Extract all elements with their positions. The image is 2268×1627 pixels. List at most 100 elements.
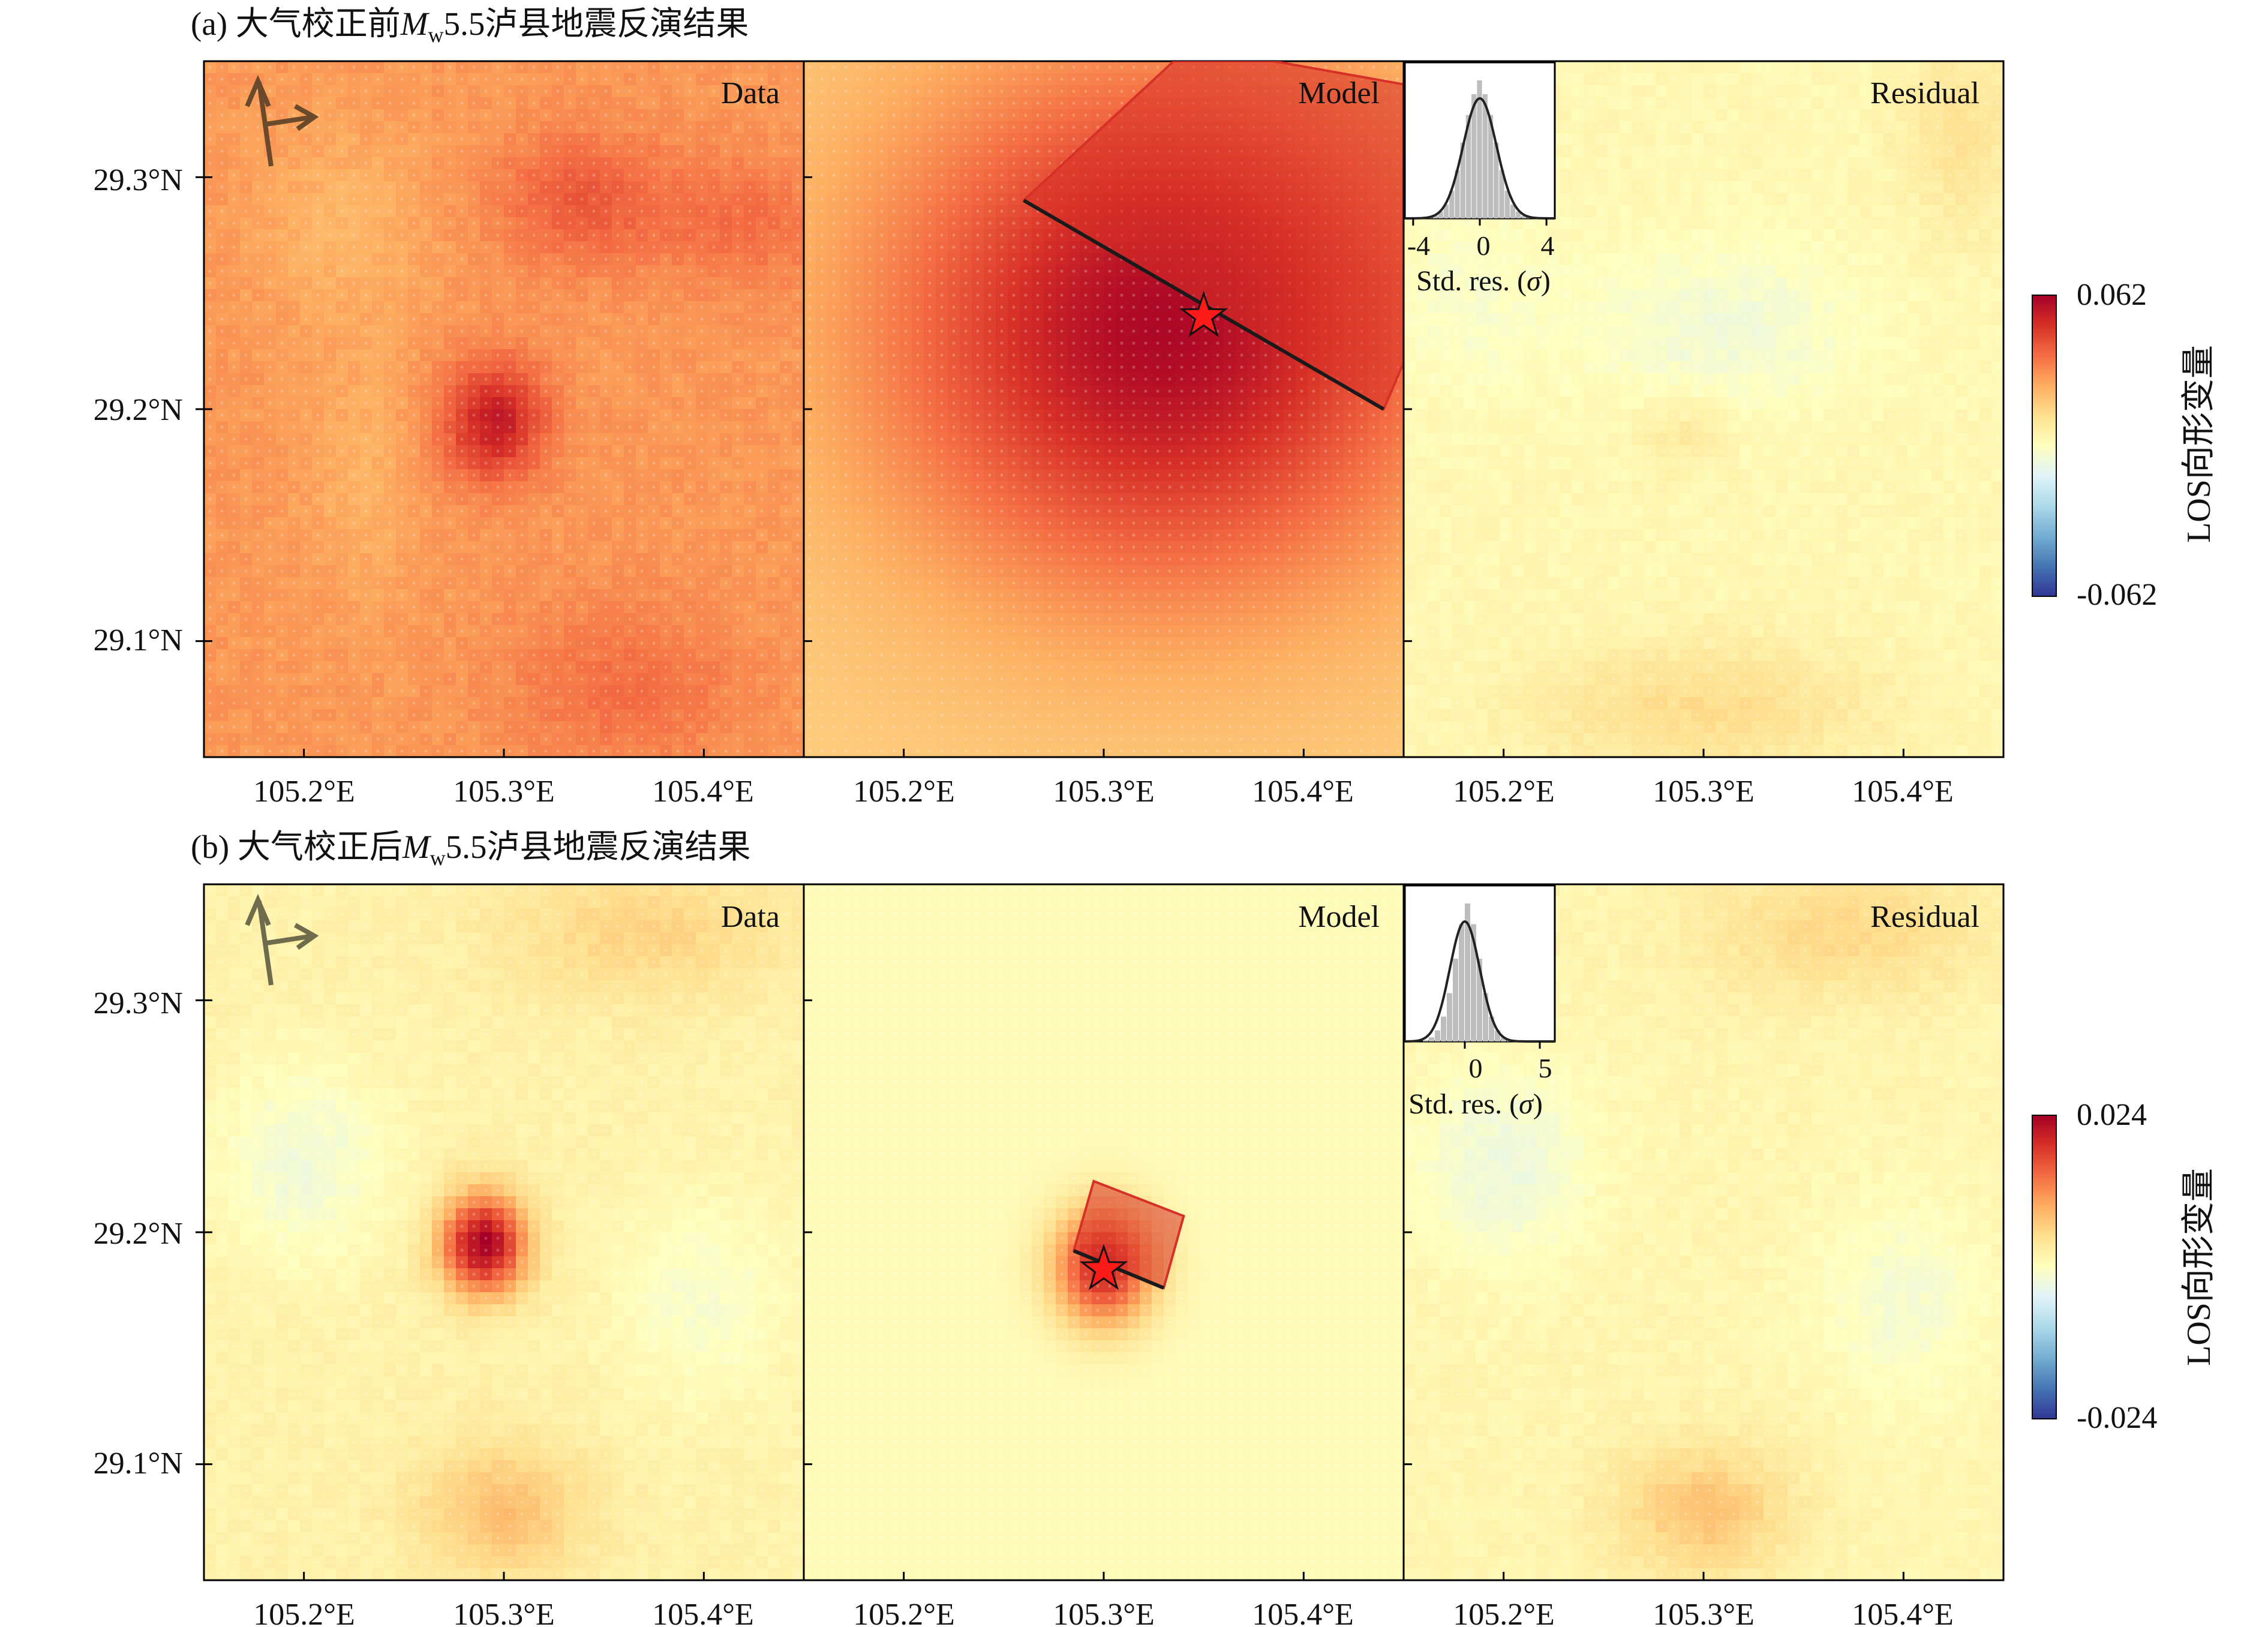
data-point [688,533,692,537]
data-point [400,257,404,261]
data-point [604,353,608,357]
data-point [292,317,296,321]
data-point [292,281,296,285]
data-point [736,341,740,345]
data-point [388,533,392,537]
data-point [580,293,584,297]
data-point [328,161,332,165]
data-point [604,329,608,333]
heatmap-cell [492,133,504,146]
data-point [652,65,656,69]
data-point [436,473,440,477]
heatmap-cell [660,61,672,74]
data-point [724,317,728,321]
heatmap-cell [264,61,277,74]
data-point [268,353,272,357]
data-point [556,101,560,105]
data-point [592,65,596,69]
data-point [388,377,392,381]
data-point [700,125,704,129]
data-point [568,377,572,381]
data-point [376,65,380,69]
heatmap-cell [252,121,265,134]
data-point [484,281,488,285]
data-point [592,101,596,105]
data-point [784,125,788,129]
data-point [664,341,668,345]
heatmap-cell [552,97,564,110]
data-point [256,425,260,429]
data-point [220,485,224,489]
heatmap-cell [252,61,265,74]
data-point [256,125,260,129]
data-point [352,233,356,237]
data-point [604,125,608,129]
data-point [484,353,488,357]
data-point [796,161,800,165]
data-point [460,485,464,489]
data-point [496,533,500,537]
data-point [436,497,440,501]
data-point [616,329,620,333]
data-point [616,245,620,249]
data-point [304,245,308,249]
heatmap-cell [204,133,217,146]
heatmap-cell [588,85,600,98]
data-point [460,353,464,357]
heatmap-cell [516,121,528,134]
data-point [628,65,632,69]
data-point [532,509,536,513]
data-point [376,485,380,489]
data-point [448,473,452,477]
data-point [796,173,800,177]
data-point [220,437,224,441]
data-point [400,461,404,465]
data-point [724,533,728,537]
data-point [256,209,260,213]
data-point [412,269,416,273]
data-point [280,101,284,105]
data-point [712,173,716,177]
data-point [220,293,224,297]
data-point [268,77,272,81]
data-point [400,413,404,417]
data-point [784,413,788,417]
data-point [328,65,332,69]
heatmap-cell [540,61,552,74]
data-point [724,173,728,177]
data-point [664,197,668,201]
data-point [448,185,452,189]
data-point [544,161,548,165]
data-point [484,461,488,465]
data-point [208,425,212,429]
data-point [496,281,500,285]
data-point [352,125,356,129]
data-point [568,509,572,513]
data-point [664,533,668,537]
data-point [616,545,620,549]
data-point [736,521,740,525]
data-point [520,437,524,441]
heatmap-cell [204,121,217,134]
data-point [652,221,656,225]
data-point [532,521,536,525]
data-point [232,281,236,285]
data-point [784,437,788,441]
data-point [400,497,404,501]
data-point [580,197,584,201]
data-point [568,161,572,165]
data-point [364,377,368,381]
data-point [292,137,296,141]
heatmap-cell [660,109,672,122]
data-point [280,125,284,129]
data-point [352,293,356,297]
data-point [340,449,344,453]
data-point [616,101,620,105]
data-point [472,509,476,513]
data-point [244,521,248,525]
data-point [496,173,500,177]
data-point [676,305,680,309]
data-point [328,269,332,273]
data-point [724,221,728,225]
heatmap-cell [720,85,732,98]
